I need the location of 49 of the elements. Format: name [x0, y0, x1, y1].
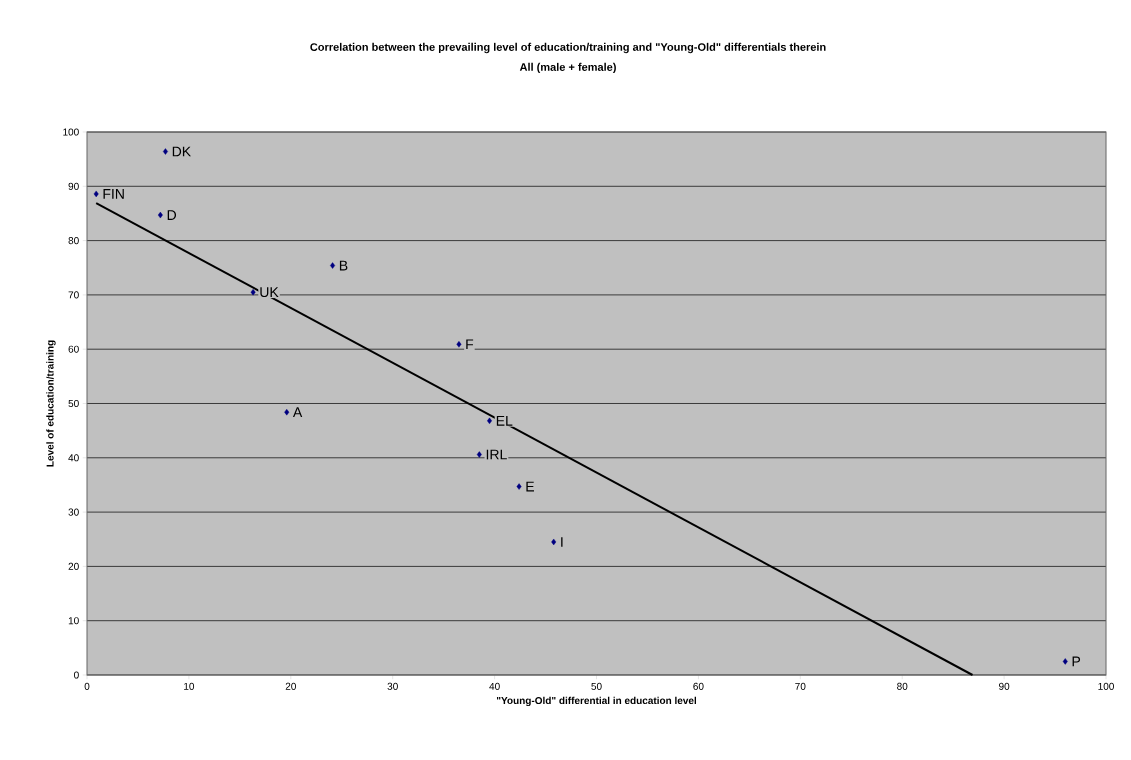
annotation: F — [466, 339, 474, 350]
annotation: P — [1072, 656, 1081, 667]
annotation: A — [292, 407, 303, 417]
annotation: I — [561, 537, 563, 547]
x-tick-label: 40 — [489, 682, 500, 690]
y-tick-label: 70 — [68, 291, 79, 299]
annotation: IRL — [486, 449, 507, 460]
x-tick-label: 20 — [285, 682, 296, 690]
point — [93, 190, 99, 198]
y-tick-label: 10 — [68, 617, 79, 625]
x-tick-label: 10 — [184, 682, 195, 690]
point — [163, 148, 168, 155]
y-tick-label: 50 — [68, 399, 79, 408]
y-tick-label: 100 — [63, 128, 79, 136]
y-tick-label: 80 — [68, 237, 79, 245]
point — [250, 288, 256, 296]
y-tick-label: 0 — [74, 671, 79, 679]
point — [456, 341, 462, 348]
point — [157, 211, 163, 219]
chart-subtitle: All (male + female) — [519, 62, 616, 74]
annotation: UK — [260, 287, 279, 298]
x-tick-label: 0 — [84, 682, 90, 690]
point — [551, 538, 557, 546]
point — [284, 408, 290, 416]
annotation: E — [526, 481, 534, 492]
chart-title: Correlation between the prevailing level of education/training and "Young-Old" differentials therein — [310, 42, 826, 54]
x-tick-label: 70 — [795, 682, 806, 690]
x-tick-label: 90 — [999, 682, 1010, 690]
y-tick-label: 90 — [68, 182, 79, 190]
x-axis-title: "Young-Old" differential in education level — [496, 696, 697, 707]
y-tick-label: 20 — [68, 562, 79, 570]
point — [1062, 658, 1068, 665]
point — [516, 483, 522, 490]
annotation: B — [339, 260, 348, 271]
x-tick-label: 50 — [591, 682, 602, 690]
annotation: D — [167, 210, 177, 220]
x-tick-label: 30 — [387, 682, 398, 690]
y-tick-label: 30 — [68, 508, 79, 516]
y-axis-title: Level of education/training — [46, 340, 56, 467]
y-tick-label: 40 — [68, 454, 79, 462]
point — [330, 262, 336, 269]
x-tick-label: 80 — [897, 682, 908, 690]
annotation: DK — [172, 146, 191, 157]
y-tick-label: 60 — [68, 345, 79, 353]
annotation: EL — [496, 416, 513, 426]
x-tick-label: 60 — [693, 682, 704, 690]
annotation: FIN — [103, 189, 124, 199]
x-tick-label: 100 — [1098, 682, 1114, 690]
point — [476, 451, 482, 458]
